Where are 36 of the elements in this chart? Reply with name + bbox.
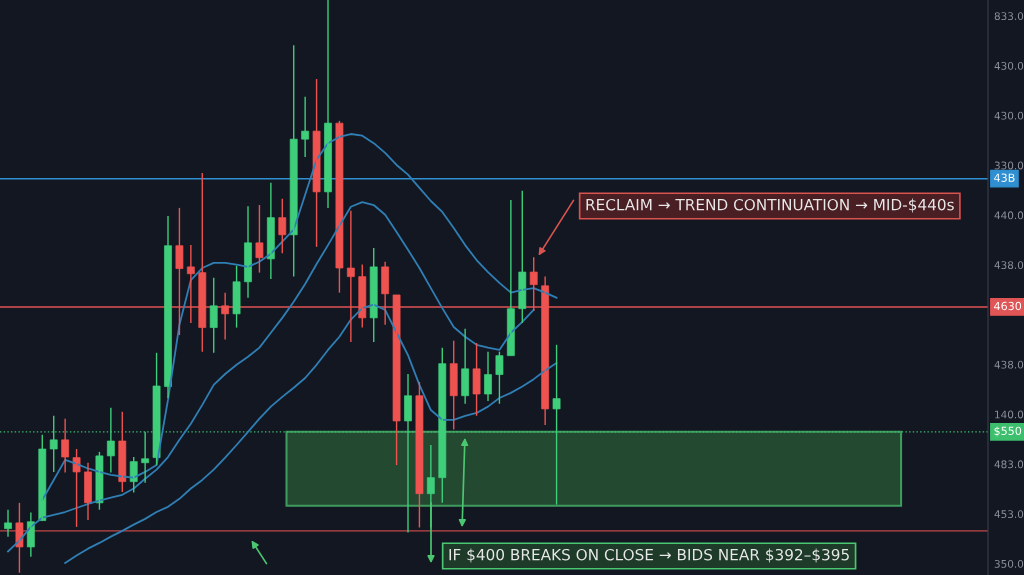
candlestick [209,277,218,354]
candlestick [472,342,481,417]
candlestick [95,451,104,511]
candlestick [552,344,561,506]
text: 440.0 [994,211,1024,220]
candlestick [49,415,58,473]
text: 4630 [994,301,1022,311]
candlestick [152,352,161,466]
candlestick [278,198,287,254]
text: 330.0 [994,161,1024,170]
candlestick [449,340,458,431]
text: 483.0 [994,460,1024,469]
text: 350.0 [994,559,1024,568]
candlestick [232,265,241,329]
text: RECLAIM → TREND CONTINUATION → MID-$440s [586,198,954,213]
text: 833.0 [994,12,1024,21]
text: 430.0 [994,111,1024,120]
text: 43B [994,173,1015,182]
candlestick [255,204,264,274]
candlestick [72,448,81,528]
annotation: IF $400 BREAKS ON CLOSE → BIDS NEAR $392–$395 [449,548,849,563]
candlestick [335,120,344,294]
candlestick [15,502,24,574]
candlestick [175,207,184,336]
candlestick [198,172,207,353]
candlestick [415,381,424,529]
candlestick [312,78,321,248]
text: 453.0 [994,510,1024,519]
text: 438.0 [994,360,1024,369]
text: $550 [994,426,1022,437]
candlestick [392,294,401,466]
candlestick [495,350,504,405]
text: 430.0 [994,61,1024,70]
text: 438.0 [994,261,1024,270]
candlestick [529,256,538,312]
text: 140.0 [995,410,1024,419]
